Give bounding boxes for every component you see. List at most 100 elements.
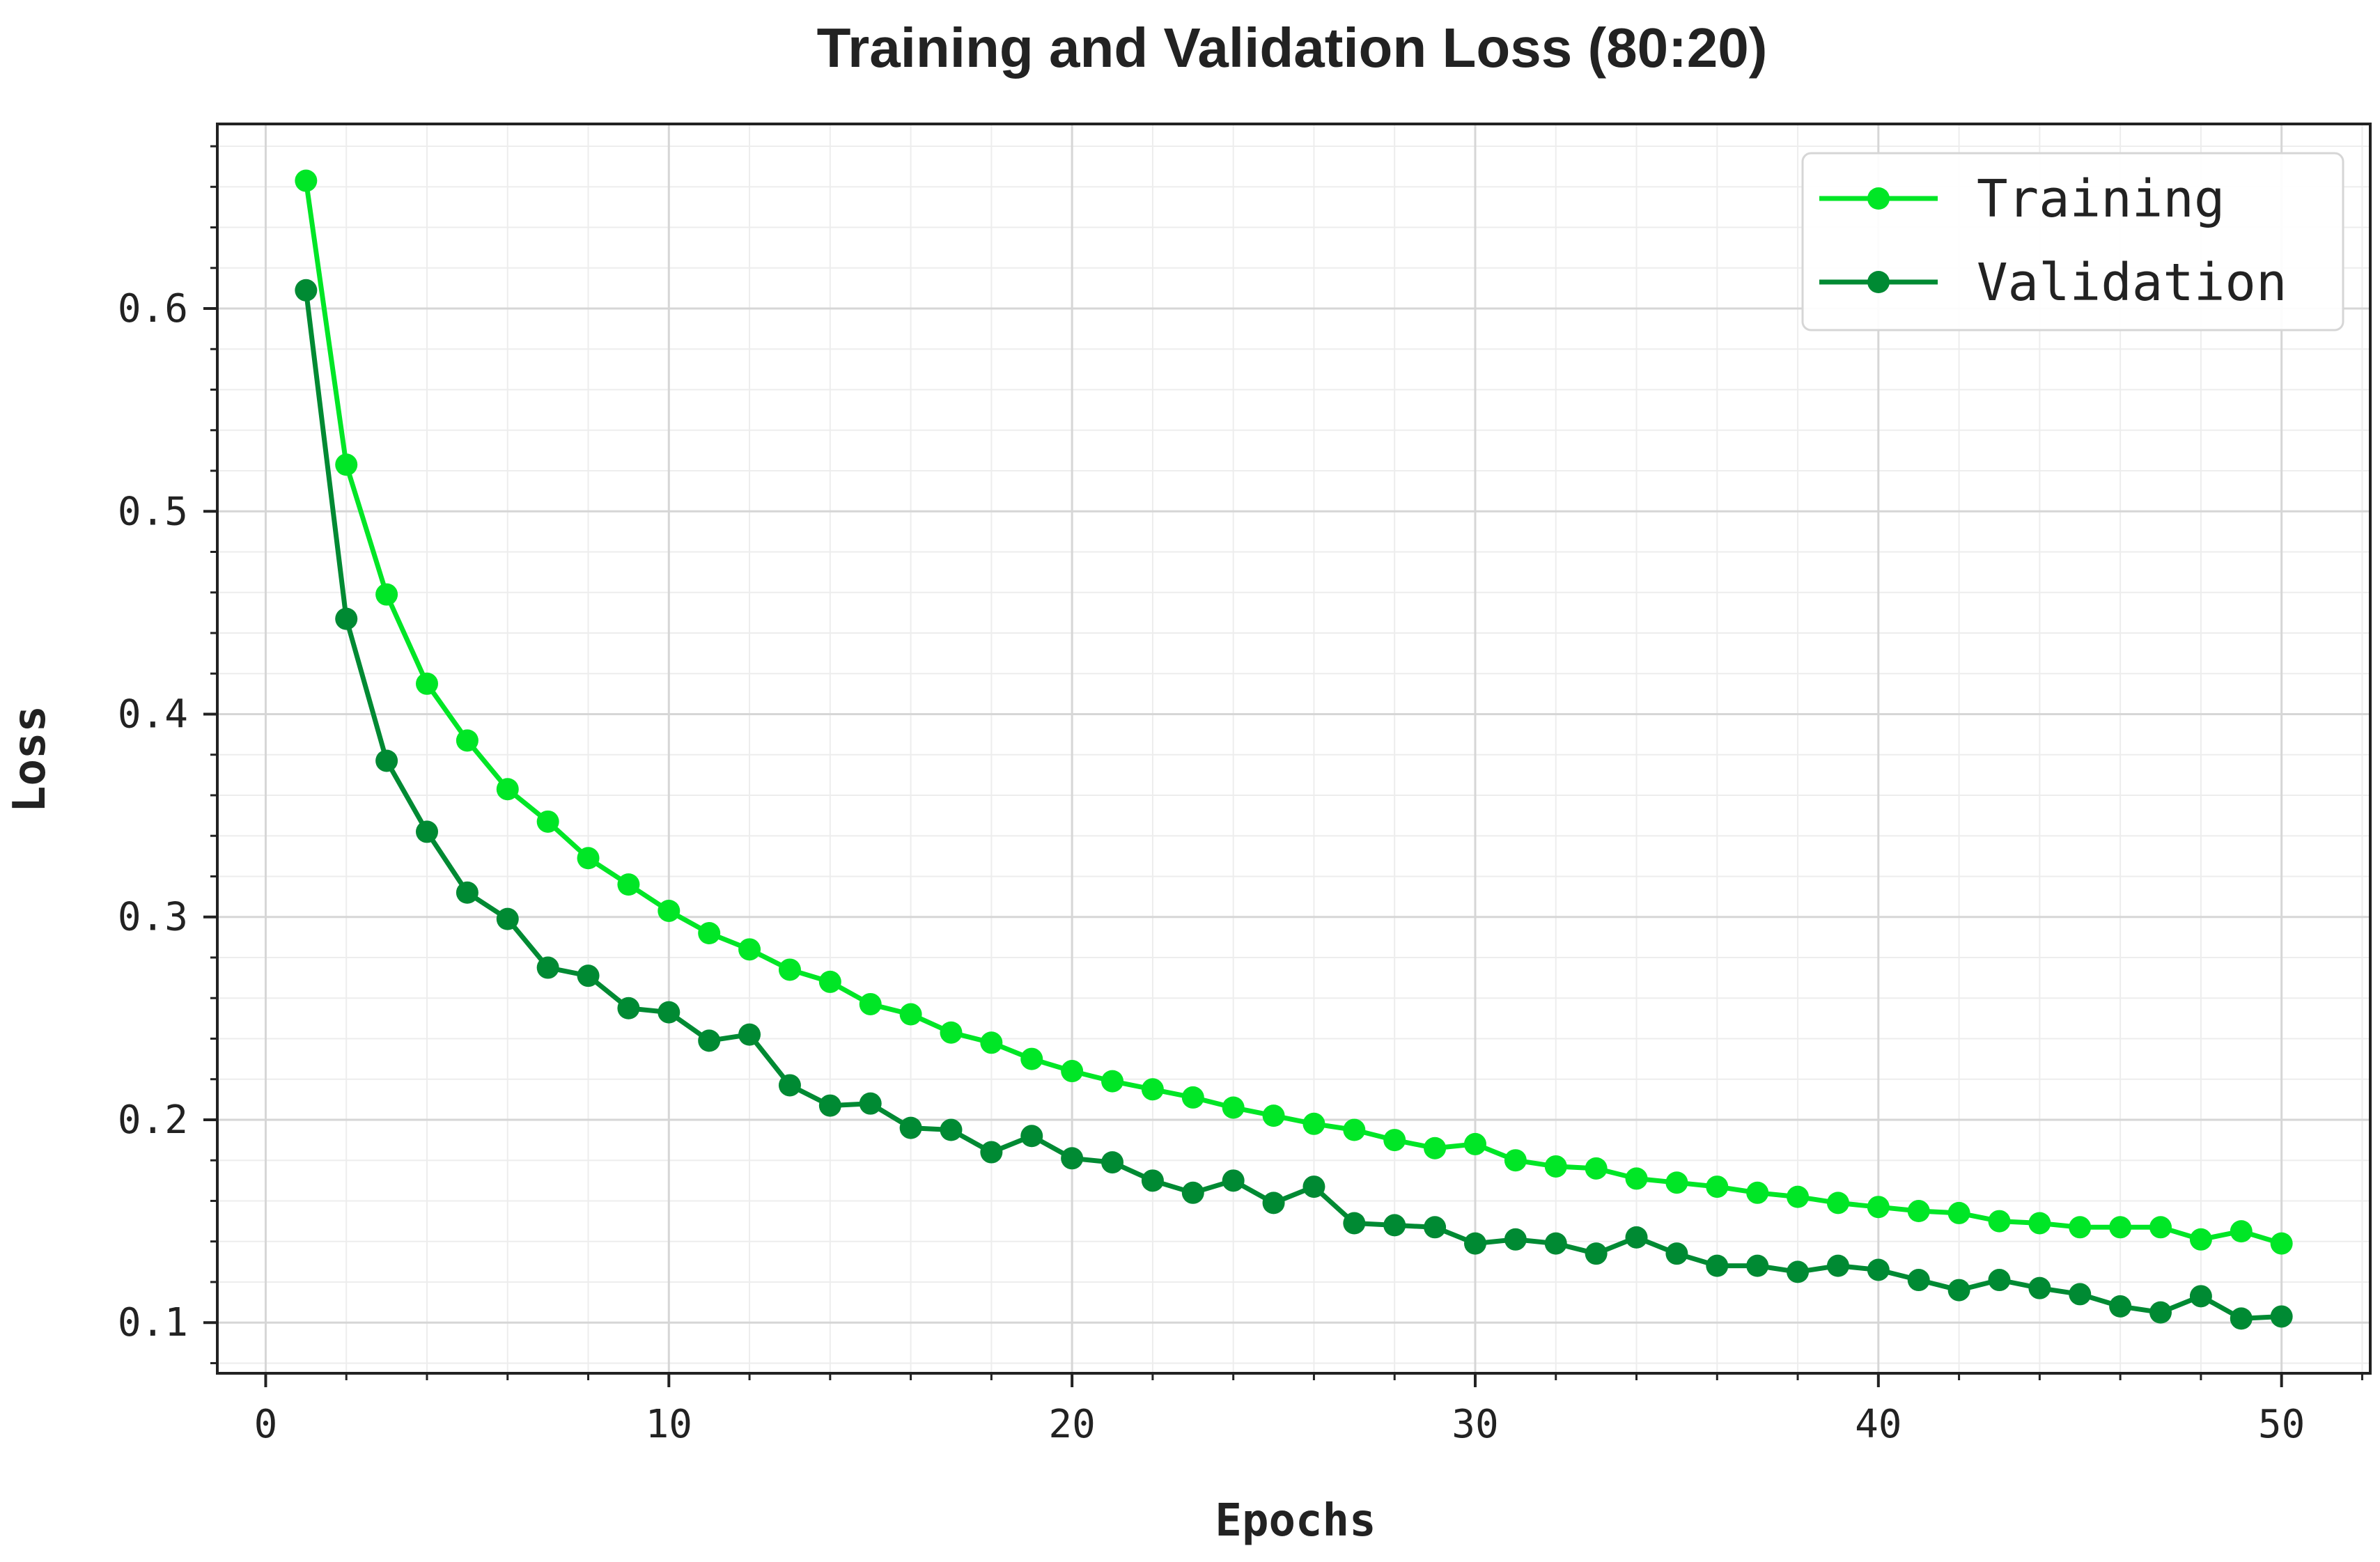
axis-ticks: 0 10 20 30 40 50 0.1 0.2 0.3 0.4 0.5 0.6 [118,145,2363,1447]
legend: Training Validation [1801,152,2344,331]
validation-point [1101,1151,1124,1174]
training-point [2270,1232,2293,1255]
training-point [1988,1210,2011,1233]
y-tick-label: 0.3 [118,895,188,940]
validation-point [1665,1242,1688,1265]
x-tick-label: 50 [2258,1402,2305,1447]
y-tick-label: 0.5 [118,489,188,534]
validation-point [980,1141,1003,1164]
validation-point [1625,1226,1648,1249]
validation-point [2109,1295,2132,1318]
training-point [1181,1086,1204,1109]
validation-point [577,964,600,987]
legend-validation-label: Validation [1977,253,2287,313]
training-point [1746,1181,1769,1204]
validation-point [1544,1232,1567,1255]
validation-point [2189,1285,2212,1308]
training-point [1262,1104,1285,1127]
y-tick-label: 0.2 [118,1098,188,1143]
training-point [1826,1192,1849,1215]
training-point [1706,1176,1729,1198]
training-point [1907,1200,1930,1223]
chart-title: Training and Validation Loss (80:20) [817,17,1768,79]
y-tick-label: 0.4 [118,692,188,737]
validation-point [899,1116,922,1139]
training-point [1101,1070,1124,1093]
training-point [2028,1212,2051,1235]
validation-point [1424,1216,1447,1239]
training-point [1625,1167,1648,1190]
validation-point [1746,1254,1769,1277]
validation-point [2270,1305,2293,1328]
validation-point [617,997,640,1020]
validation-point [1947,1279,1970,1302]
training-point [738,938,761,961]
validation-point [1867,1258,1890,1281]
training-point [2109,1216,2132,1239]
training-point [536,810,559,833]
validation-series [295,279,2293,1330]
training-point [1061,1060,1084,1083]
x-tick-label: 40 [1855,1402,1901,1447]
training-point [1665,1171,1688,1194]
validation-point [1302,1176,1325,1198]
training-point [375,583,398,606]
validation-point [496,907,519,930]
validation-point [658,1001,680,1024]
validation-point [818,1094,841,1117]
training-point [1947,1201,1970,1224]
validation-point [415,820,438,843]
validation-point [1222,1169,1245,1192]
training-point [2069,1216,2092,1239]
training-point [1585,1157,1608,1180]
x-tick-label: 10 [646,1402,692,1447]
training-point [1222,1096,1245,1119]
validation-point [1706,1254,1729,1277]
validation-point [2028,1276,2051,1299]
training-point [980,1031,1003,1054]
x-axis-label: Epochs [1215,1495,1376,1547]
training-point [1141,1078,1164,1101]
validation-point [1463,1232,1486,1255]
training-point [2230,1220,2253,1243]
training-point [617,873,640,896]
training-point [778,958,801,981]
legend-training-marker [1867,187,1890,210]
training-point [818,970,841,993]
training-point [1504,1149,1527,1172]
training-point [496,778,519,801]
validation-point [1262,1192,1285,1215]
training-point [1020,1047,1043,1070]
validation-point [1020,1125,1043,1148]
training-point [1383,1129,1406,1152]
validation-point [1343,1212,1366,1235]
training-point [335,453,358,476]
legend-validation-marker [1867,271,1890,293]
grid [217,124,2370,1373]
validation-point [940,1118,963,1141]
validation-point [2069,1283,2092,1306]
x-tick-label: 30 [1452,1402,1498,1447]
training-point [1867,1196,1890,1219]
validation-point [778,1074,801,1097]
validation-point [536,956,559,979]
training-point [1463,1132,1486,1155]
validation-point [1826,1254,1849,1277]
validation-point [335,607,358,630]
x-tick-label: 0 [254,1402,278,1447]
training-point [1302,1112,1325,1135]
training-point [658,899,680,922]
training-point [698,922,721,945]
validation-point [1141,1169,1164,1192]
validation-point [375,749,398,772]
validation-point [738,1023,761,1046]
y-tick-label: 0.1 [118,1300,188,1345]
validation-point [1988,1269,2011,1292]
validation-point [1787,1260,1810,1283]
x-tick-label: 20 [1048,1402,1095,1447]
validation-point [2230,1307,2253,1330]
training-point [415,672,438,695]
validation-point [1585,1242,1608,1265]
validation-point [1907,1269,1930,1292]
